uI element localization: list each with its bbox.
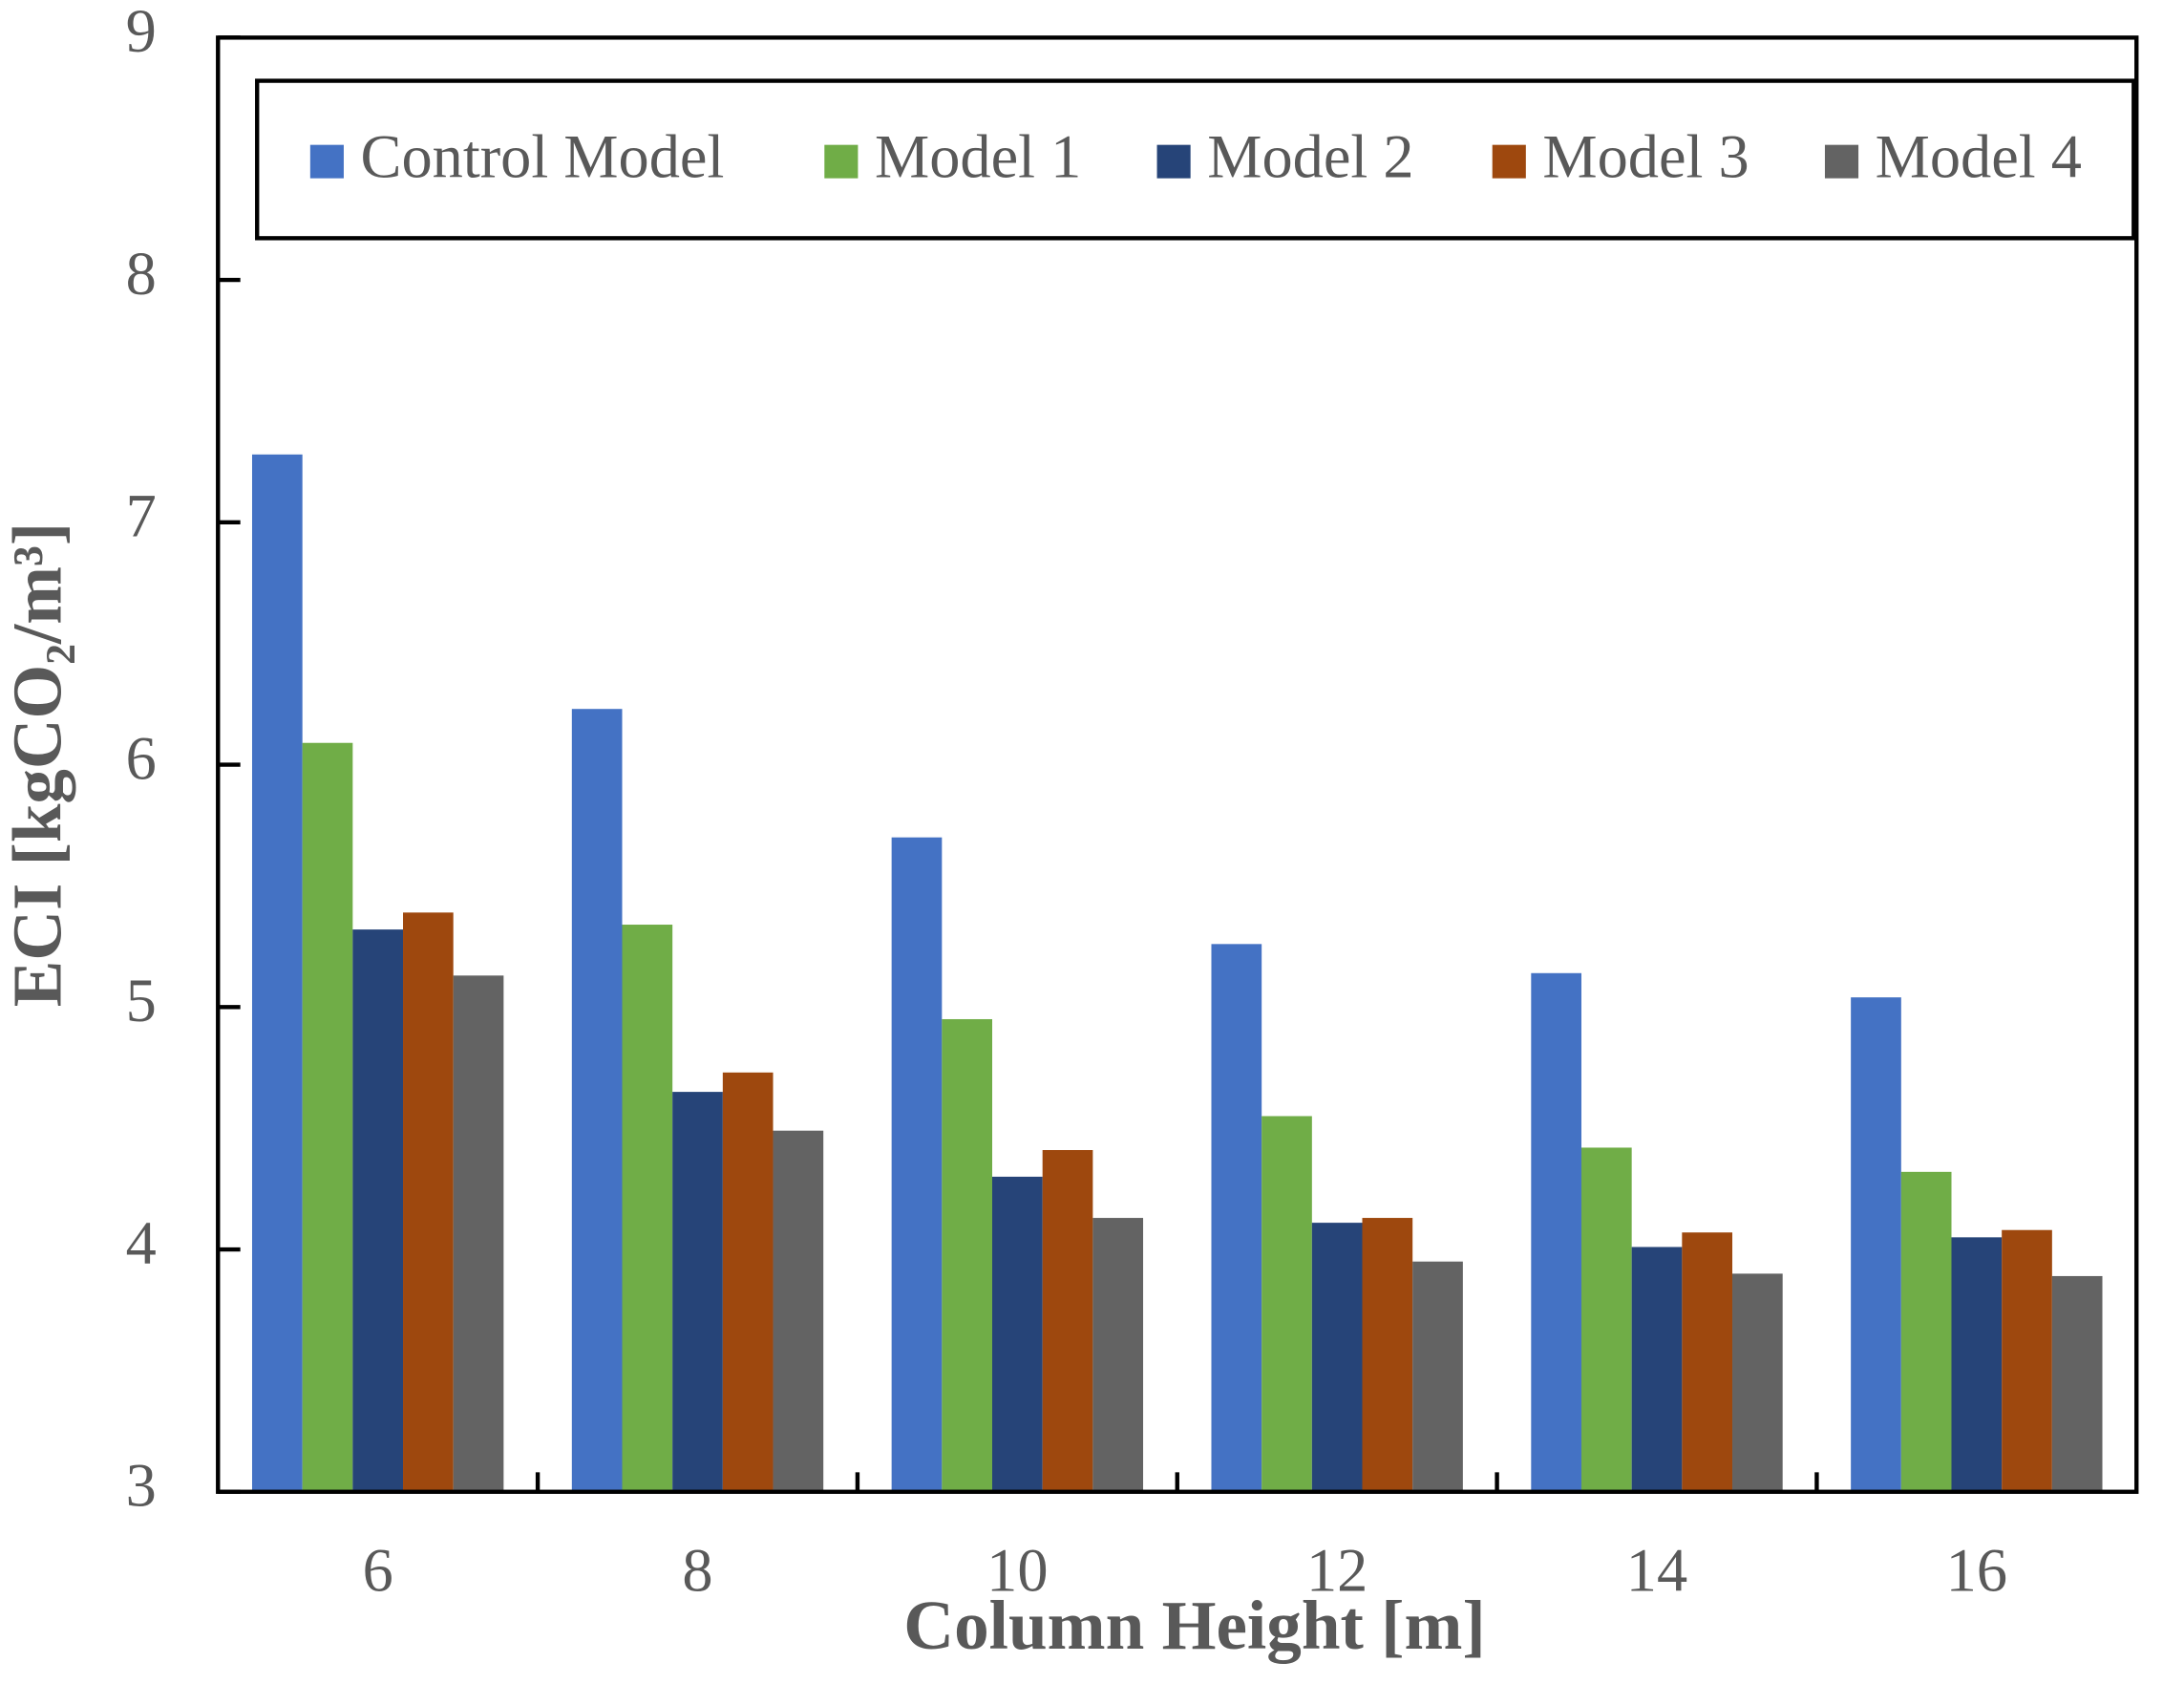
- bar: [1362, 1218, 1413, 1492]
- x-tick-label: 14: [1626, 1537, 1687, 1605]
- legend-swatch: [1156, 144, 1191, 179]
- y-tick-label: 7: [126, 482, 157, 550]
- bar: [1732, 1273, 1783, 1492]
- bar: [1042, 1150, 1093, 1492]
- x-tick-label: 16: [1946, 1537, 2007, 1605]
- bar: [672, 1092, 723, 1492]
- legend-box: [255, 78, 2136, 241]
- legend-label: Model 3: [1542, 122, 1749, 190]
- bar: [992, 1176, 1043, 1492]
- bar: [1682, 1232, 1733, 1492]
- bar: [352, 929, 404, 1492]
- x-axis-title: Column Height [m]: [903, 1587, 1485, 1664]
- bar: [1211, 944, 1262, 1492]
- bar: [2002, 1229, 2052, 1492]
- bar: [1311, 1223, 1363, 1492]
- legend-label: Control Model: [361, 122, 725, 190]
- legend-swatch: [309, 144, 344, 179]
- y-tick-label: 5: [126, 967, 157, 1034]
- bar: [942, 1018, 993, 1492]
- legend-label: Model 1: [875, 122, 1081, 190]
- x-tick-label: 10: [986, 1537, 1048, 1605]
- bar: [1531, 972, 1581, 1492]
- y-tick-label: 8: [126, 240, 157, 308]
- y-tick-label: 4: [126, 1209, 157, 1277]
- x-tick-label: 8: [682, 1537, 712, 1605]
- plot-frame: [216, 35, 2139, 1494]
- y-tick-label: 6: [126, 724, 157, 792]
- x-tick-label: 6: [363, 1537, 393, 1605]
- bar: [403, 912, 454, 1492]
- legend-swatch: [824, 144, 859, 179]
- x-tick-label: 12: [1306, 1537, 1368, 1605]
- bar: [2051, 1275, 2103, 1492]
- bar: [453, 975, 504, 1492]
- legend-label: Model 4: [1876, 122, 2082, 190]
- y-axis-title: ECI [kgCO₂/m³]: [0, 522, 76, 1007]
- y-tick-label: 3: [126, 1452, 157, 1520]
- bar: [1851, 997, 1901, 1492]
- legend-label: Model 2: [1207, 122, 1413, 190]
- bar: [571, 709, 623, 1492]
- bar: [1412, 1261, 1463, 1492]
- bar: [1951, 1237, 2003, 1492]
- bar: [1631, 1247, 1683, 1492]
- y-tick-label: 9: [126, 0, 157, 65]
- bar: [1580, 1147, 1632, 1492]
- bar: [722, 1072, 774, 1492]
- legend-swatch: [1824, 144, 1859, 179]
- bar: [302, 742, 353, 1492]
- bar: [1900, 1171, 1952, 1492]
- bar: [1092, 1218, 1144, 1492]
- bar: [891, 837, 943, 1492]
- bar: [1262, 1116, 1312, 1492]
- legend-swatch: [1492, 144, 1526, 179]
- bar: [622, 925, 673, 1492]
- bar: [251, 454, 303, 1492]
- bar: [773, 1130, 824, 1492]
